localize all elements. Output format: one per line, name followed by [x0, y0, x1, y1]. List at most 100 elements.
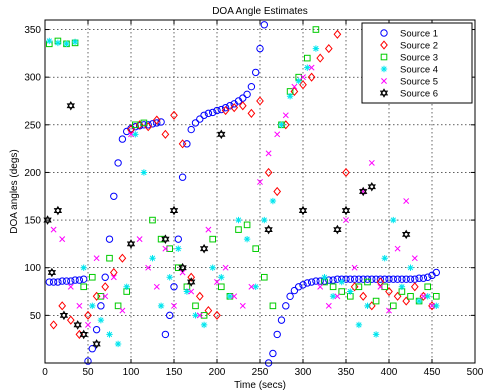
- data-point: [398, 275, 406, 283]
- data-point: [355, 275, 363, 283]
- data-point: [286, 93, 294, 100]
- data-point: [402, 229, 411, 240]
- data-point: [222, 264, 229, 271]
- data-point: [273, 330, 281, 339]
- data-point: [54, 278, 62, 286]
- data-point: [157, 235, 165, 243]
- x-tick-label: 500: [467, 367, 484, 378]
- data-point: [178, 173, 187, 181]
- data-point: [291, 83, 298, 90]
- data-point: [200, 312, 208, 319]
- data-point: [214, 279, 220, 285]
- legend-marker: [379, 88, 389, 98]
- data-point: [47, 267, 57, 278]
- data-point: [307, 278, 316, 286]
- data-point: [273, 186, 282, 197]
- data-point: [428, 301, 436, 311]
- data-point: [58, 301, 67, 311]
- data-point: [415, 274, 423, 282]
- data-point: [175, 245, 182, 252]
- data-point: [187, 277, 196, 287]
- data-point: [59, 310, 69, 321]
- data-point: [342, 167, 350, 178]
- data-point: [92, 291, 101, 301]
- data-point: [393, 291, 402, 301]
- data-point: [420, 293, 427, 300]
- legend-label: Source 3: [400, 53, 438, 64]
- data-point: [54, 39, 62, 47]
- data-point: [432, 268, 440, 277]
- data-point: [75, 276, 84, 284]
- data-point: [71, 38, 79, 46]
- data-point: [324, 44, 333, 54]
- data-point: [97, 293, 105, 300]
- data-point: [298, 205, 308, 216]
- data-point: [46, 37, 53, 45]
- data-point: [252, 245, 259, 252]
- data-point: [303, 279, 311, 287]
- data-point: [424, 293, 431, 300]
- data-point: [290, 86, 299, 97]
- data-point: [204, 109, 213, 118]
- data-point: [385, 275, 393, 283]
- data-point: [178, 262, 187, 273]
- data-point: [346, 275, 354, 283]
- data-point: [247, 82, 256, 91]
- y-tick-label: 150: [24, 216, 41, 227]
- data-point: [252, 283, 259, 290]
- data-point: [199, 243, 209, 254]
- data-point: [200, 111, 208, 119]
- data-point: [364, 278, 371, 286]
- y-tick-label: 50: [30, 311, 42, 322]
- data-point: [192, 312, 199, 319]
- data-point: [58, 277, 66, 285]
- data-point: [171, 302, 177, 309]
- data-point: [347, 288, 354, 295]
- data-point: [286, 292, 294, 301]
- data-point: [136, 236, 143, 243]
- data-point: [312, 45, 320, 52]
- data-point: [135, 120, 144, 130]
- data-point: [338, 288, 345, 295]
- data-point: [329, 293, 337, 300]
- data-point: [183, 140, 191, 148]
- data-point: [63, 40, 70, 48]
- data-point: [243, 221, 251, 229]
- data-point: [169, 205, 179, 216]
- data-point: [66, 315, 75, 325]
- data-point: [114, 340, 122, 348]
- data-point: [209, 264, 216, 271]
- series-2: [49, 29, 436, 339]
- data-point: [62, 277, 71, 285]
- data-point: [196, 115, 204, 123]
- data-point: [359, 291, 368, 301]
- data-point: [243, 90, 251, 99]
- data-point: [265, 150, 272, 157]
- legend-label: Source 4: [400, 65, 438, 76]
- data-point: [355, 321, 363, 329]
- x-tick-label: 0: [42, 367, 48, 378]
- data-point: [256, 44, 264, 53]
- data-point: [152, 115, 161, 125]
- data-point: [195, 291, 204, 301]
- data-point: [299, 281, 307, 289]
- data-point: [110, 192, 118, 200]
- x-tick-label: 150: [166, 367, 183, 378]
- data-point: [118, 135, 127, 143]
- data-point: [230, 103, 239, 113]
- data-point: [274, 131, 281, 138]
- y-tick-label: 350: [24, 25, 41, 36]
- legend-marker: [380, 40, 388, 50]
- data-point: [381, 283, 388, 291]
- data-point: [67, 283, 74, 290]
- x-tick-label: 350: [338, 367, 355, 378]
- data-point: [49, 278, 58, 286]
- y-tick-label: 300: [24, 73, 41, 84]
- data-point: [132, 121, 139, 129]
- chart-title: DOA Angle Estimates: [212, 6, 308, 17]
- data-point: [221, 103, 230, 112]
- data-point: [213, 106, 221, 115]
